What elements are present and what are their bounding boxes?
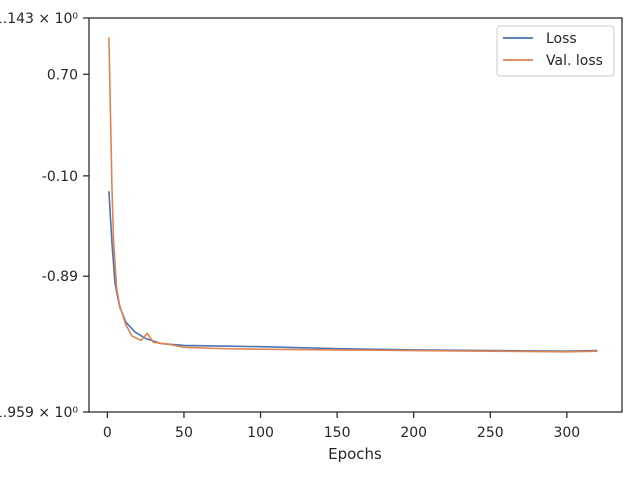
x-axis-label: Epochs — [328, 445, 382, 463]
x-tick-label: 150 — [324, 425, 351, 441]
y-tick-label: -0.89 — [42, 269, 78, 285]
x-axis-ticks: 0 50 100 150 200 250 300 — [103, 412, 580, 441]
axes-frame — [88, 17, 623, 413]
legend: Loss Val. loss — [496, 25, 615, 77]
legend-label: Val. loss — [546, 53, 603, 69]
series-layer — [108, 37, 598, 353]
x-tick-label: 50 — [175, 425, 193, 441]
y-axis-ticks: 1.143 × 10⁰ 0.70 -0.10 -0.89 -1.959 × 10⁰ — [0, 11, 89, 421]
x-tick-label: 0 — [103, 425, 112, 441]
x-tick-label: 250 — [477, 425, 504, 441]
series-line-loss — [108, 191, 598, 352]
plot-area-border — [88, 17, 623, 413]
x-tick-label: 300 — [553, 425, 580, 441]
y-tick-label: 1.143 × 10⁰ — [0, 11, 78, 27]
y-tick-label: -1.959 × 10⁰ — [0, 405, 78, 421]
y-tick-label: 0.70 — [47, 67, 78, 83]
x-tick-label: 200 — [400, 425, 427, 441]
legend-label: Loss — [546, 31, 577, 47]
x-tick-label: 100 — [247, 425, 274, 441]
y-tick-label: -0.10 — [42, 169, 78, 185]
series-line-val-loss — [108, 37, 598, 353]
